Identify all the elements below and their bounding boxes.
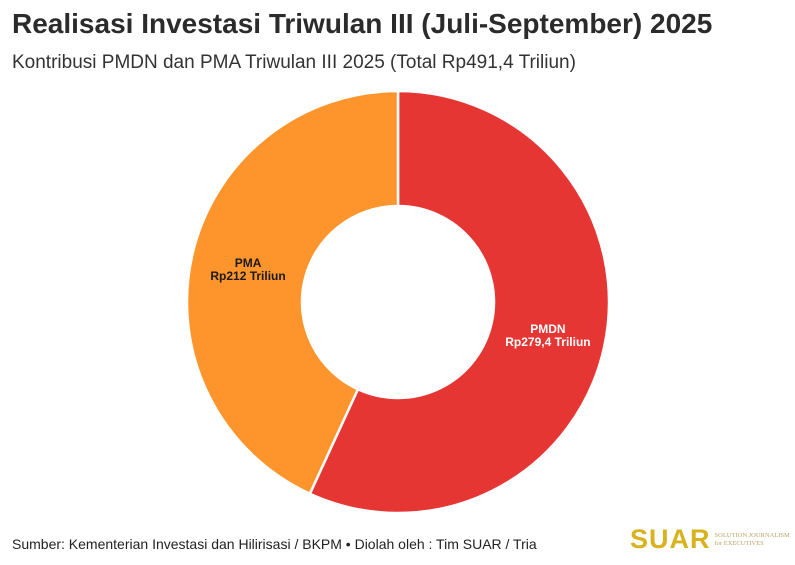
slice-pmdn [308,89,611,515]
source-note: Sumber: Kementerian Investasi dan Hiliri… [12,536,537,552]
slice-label-pmdn: PMDN Rp279,4 Triliun [505,322,590,349]
suar-logo: SUAR SOLUTION JOURNALISM for EXECUTIVES [630,524,795,555]
slice-pma [185,89,400,496]
slice-label-name: PMA [235,256,262,270]
slice-label-value: Rp212 Triliun [210,269,285,283]
slice-label-name: PMDN [530,322,565,336]
slice-label-pma: PMA Rp212 Triliun [210,256,285,283]
logo-wordmark: SUAR [630,524,711,554]
logo-tagline: SOLUTION JOURNALISM for EXECUTIVES [714,531,790,547]
chart-title: Realisasi Investasi Triwulan III (Juli-S… [12,8,713,39]
chart-subtitle: Kontribusi PMDN dan PMA Triwulan III 202… [12,52,576,73]
slice-label-value: Rp279,4 Triliun [505,335,590,349]
